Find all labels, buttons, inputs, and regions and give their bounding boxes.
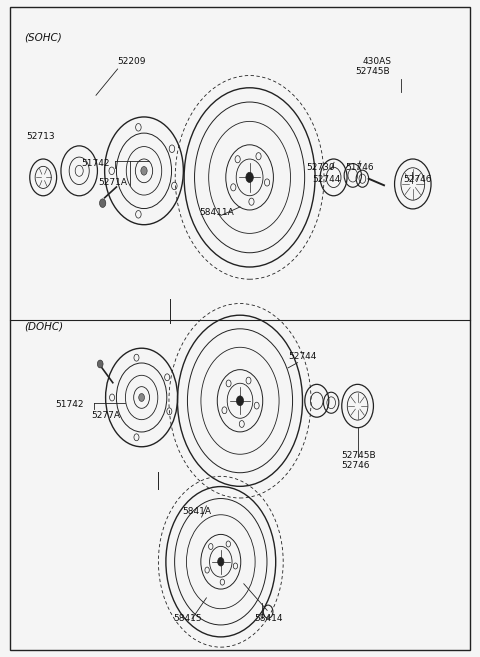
- Text: (SOHC): (SOHC): [24, 33, 62, 43]
- Text: 5271A: 5271A: [98, 178, 127, 187]
- Text: 52746: 52746: [341, 461, 369, 470]
- Circle shape: [218, 557, 224, 566]
- Text: 430AS: 430AS: [362, 57, 391, 66]
- Circle shape: [99, 199, 106, 208]
- Text: 52713: 52713: [26, 132, 55, 141]
- Text: 52746: 52746: [403, 175, 432, 184]
- Circle shape: [139, 394, 144, 401]
- Circle shape: [97, 360, 103, 368]
- Circle shape: [237, 396, 243, 405]
- Text: 5841A: 5841A: [182, 507, 211, 516]
- Text: 52745B: 52745B: [355, 66, 390, 76]
- Text: 5277A: 5277A: [91, 411, 120, 420]
- Text: (DOHC): (DOHC): [24, 322, 63, 332]
- Text: 52744: 52744: [288, 352, 316, 361]
- Text: 52730: 52730: [306, 163, 335, 172]
- Text: 51742: 51742: [55, 400, 84, 409]
- Circle shape: [246, 172, 253, 183]
- Text: 51746: 51746: [346, 163, 374, 172]
- Text: 58411A: 58411A: [199, 208, 234, 217]
- Text: 51742: 51742: [82, 158, 110, 168]
- Text: 52209: 52209: [118, 57, 146, 66]
- Text: 52745B: 52745B: [341, 451, 375, 460]
- Text: 52744: 52744: [312, 175, 340, 184]
- Text: 58414: 58414: [254, 614, 283, 623]
- Circle shape: [141, 166, 147, 175]
- Text: 58415: 58415: [173, 614, 202, 623]
